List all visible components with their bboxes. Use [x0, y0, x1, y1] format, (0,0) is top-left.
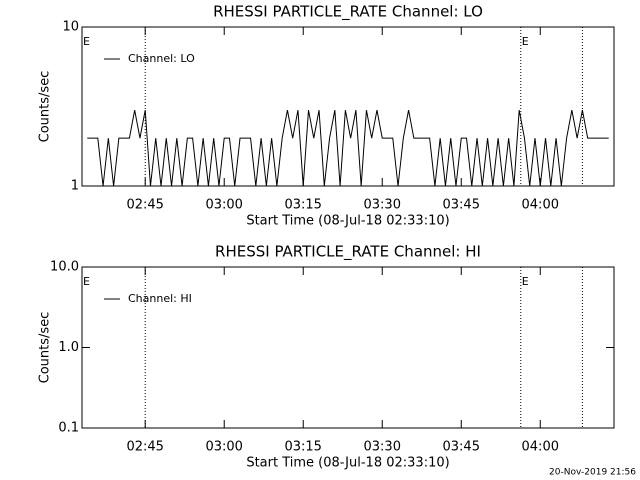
legend-label: Channel: LO — [128, 52, 195, 65]
y-axis-label: Counts/sec — [38, 312, 53, 384]
y-tick-label: 0.1 — [58, 421, 79, 436]
event-label: E — [83, 275, 90, 288]
y-tick-label: 1.0 — [58, 340, 79, 355]
event-label: E — [83, 35, 90, 48]
x-tick-label: 02:45 — [126, 440, 163, 455]
x-tick-label: 03:45 — [443, 198, 480, 213]
chart-title: RHESSI PARTICLE_RATE Channel: LO — [213, 3, 483, 22]
event-label: E — [522, 275, 529, 288]
x-tick-label: 03:30 — [364, 440, 401, 455]
x-tick-label: 04:00 — [522, 440, 559, 455]
x-tick-label: 03:15 — [284, 198, 321, 213]
y-tick-label: 10.0 — [50, 260, 79, 275]
x-tick-label: 03:00 — [205, 440, 242, 455]
x-tick-label: 04:00 — [522, 198, 559, 213]
data-line — [87, 110, 609, 187]
y-tick-label: 10 — [62, 20, 79, 35]
y-tick-label: 1 — [71, 179, 79, 194]
x-tick-label: 03:15 — [284, 440, 321, 455]
plot-frame — [81, 26, 615, 187]
y-axis-label: Counts/sec — [38, 71, 53, 143]
event-label: E — [522, 35, 529, 48]
chart-title: RHESSI PARTICLE_RATE Channel: HI — [215, 243, 481, 262]
x-tick-label: 03:30 — [364, 198, 401, 213]
x-axis-label: Start Time (08-Jul-18 02:33:10) — [246, 456, 449, 471]
legend-label: Channel: HI — [128, 292, 192, 305]
footer: 20-Nov-2019 21:56 — [549, 468, 636, 478]
x-axis-label: Start Time (08-Jul-18 02:33:10) — [246, 214, 449, 229]
x-tick-label: 02:45 — [126, 198, 163, 213]
x-tick-label: 03:00 — [205, 198, 242, 213]
x-tick-label: 03:45 — [443, 440, 480, 455]
